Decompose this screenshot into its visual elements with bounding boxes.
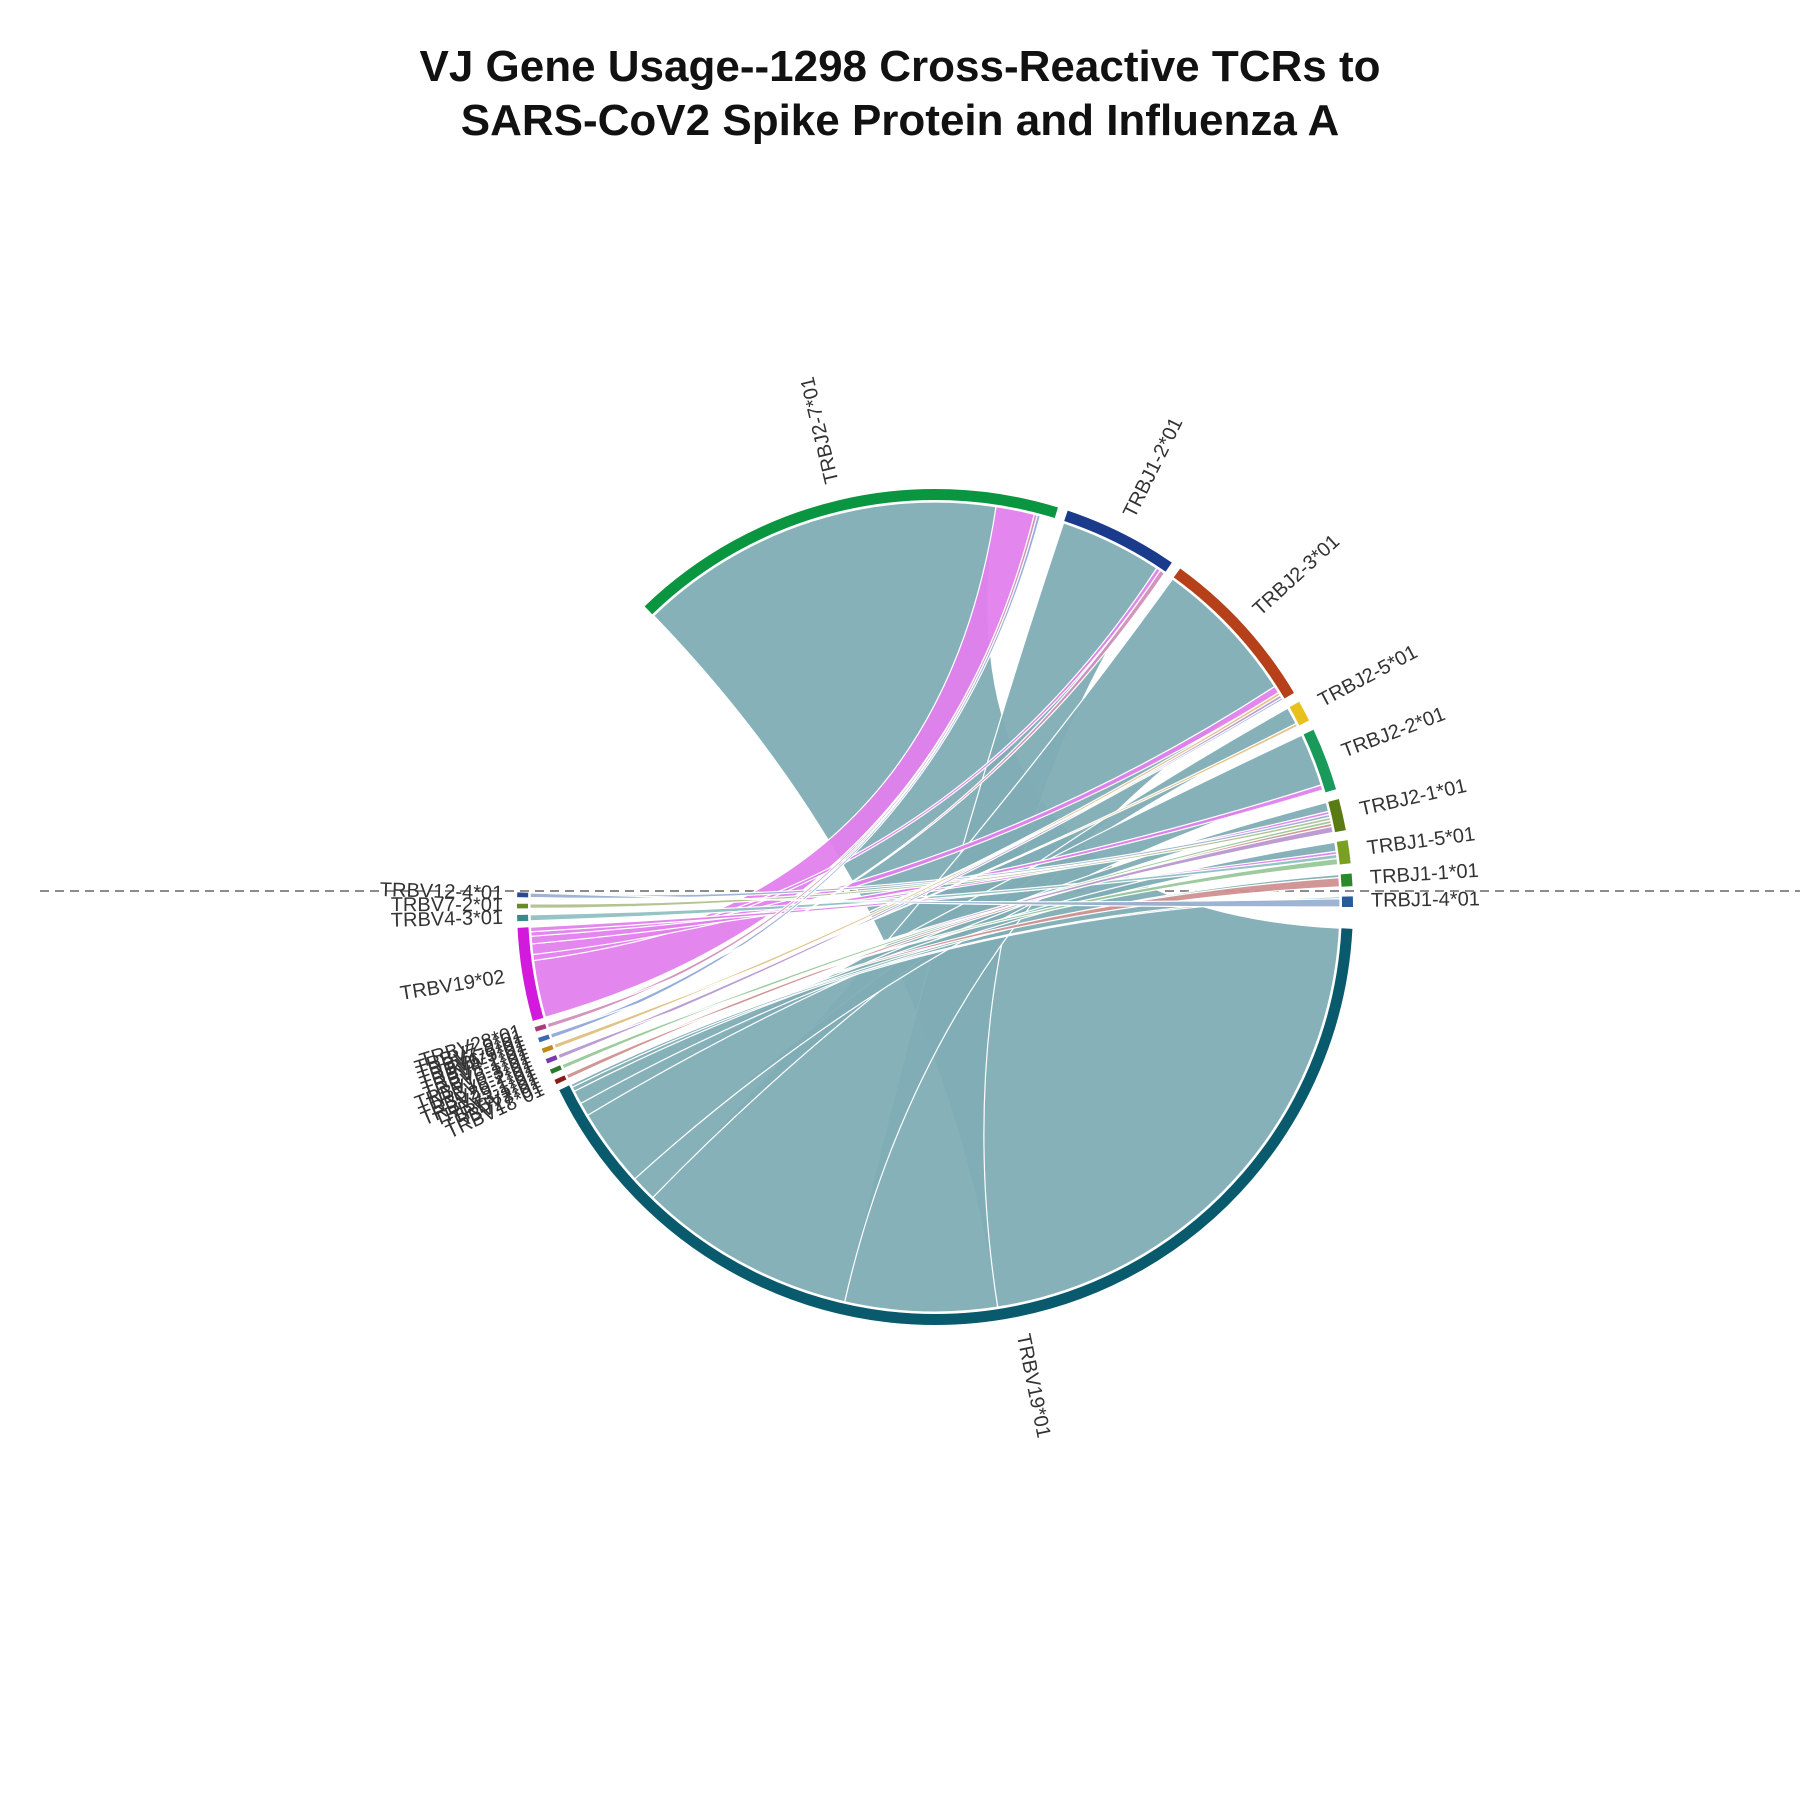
sector-arc-trbj2-7-01 — [644, 489, 1058, 615]
ribbons — [529, 501, 1341, 1313]
sector-arc-trbv28-01 — [534, 1023, 547, 1032]
sector-arc-trbv19-02 — [517, 927, 544, 1021]
sector-label-trbj2-3-01: TRBJ2-3*01 — [1249, 531, 1344, 621]
ribbon-trbv12-4-01-trbj2-1-01 — [529, 813, 1331, 899]
sector-arc-trbv9-01 — [538, 1034, 550, 1043]
ribbon-trbv19-01-trbj1-4-01 — [570, 896, 1341, 1088]
chart-title-line-1: VJ Gene Usage--1298 Cross-Reactive TCRs … — [419, 42, 1381, 91]
chart-title: VJ Gene Usage--1298 Cross-Reactive TCRs … — [0, 40, 1800, 148]
sector-arc-trbj1-2-01 — [1064, 510, 1172, 572]
ribbon-trbv5-1-01-trbj2-1-01 — [557, 825, 1334, 1055]
sector-label-trbj2-7-01: TRBJ2-7*01 — [797, 375, 844, 486]
sector-arc-trbj1-5-01 — [1336, 840, 1351, 865]
sector-arc-trbv5-1-01 — [545, 1055, 558, 1064]
sector-label-trbj1-4-01: TRBJ1-4*01 — [1371, 888, 1480, 911]
sector-arc-trbv20-1-01 — [541, 1044, 554, 1053]
sector-arc-trbj2-1-01 — [1328, 799, 1346, 833]
sector-label-trbv12-4-01: TRBV12-4*01 — [380, 879, 504, 905]
ribbon-trbv7-2-01-trbj2-1-01 — [529, 816, 1332, 909]
ribbon-trbv5-1-01-trbj2-3-01 — [556, 694, 1283, 1060]
sector-arcs — [516, 489, 1354, 1325]
sector-arc-trbj2-2-01 — [1303, 729, 1337, 793]
chart-title-line-2: SARS-CoV2 Spike Protein and Influenza A — [460, 96, 1340, 145]
sector-arc-trbj1-1-01 — [1340, 873, 1353, 887]
ribbon-trbv19-02-trbj1-5-01 — [529, 850, 1338, 933]
sector-label-trbj1-1-01: TRBJ1-1*01 — [1369, 860, 1479, 889]
sector-label-trbj1-2-01: TRBJ1-2*01 — [1119, 414, 1187, 521]
ribbon-trbv28-01-trbj1-2-01 — [546, 569, 1166, 1024]
ribbon-trbv27-01-trbj2-1-01 — [561, 819, 1332, 1070]
sector-label-trbv19-02: TRBV19*02 — [399, 966, 507, 1005]
sector-arc-trbv19-01 — [559, 928, 1353, 1325]
ribbon-trbv20-1-01-trbj2-3-01 — [553, 691, 1282, 1050]
sector-arc-trbv18-01 — [554, 1075, 567, 1085]
sector-label-trbv4-3-01: TRBV4-3*01 — [391, 907, 504, 932]
sector-arc-trbj2-3-01 — [1173, 568, 1295, 699]
sector-label-trbj2-2-01: TRBJ2-2*01 — [1339, 703, 1449, 762]
sector-label-trbv7-2-01: TRBV7-2*01 — [391, 894, 503, 916]
sector-arc-trbv27-01 — [549, 1065, 562, 1074]
ribbon-trbv4-3-01-trbj1-5-01 — [529, 853, 1338, 922]
ribbon-trbv20-1-01-trbj2-5-01 — [553, 722, 1299, 1045]
sector-label-trbv19-01: TRBV19*01 — [1012, 1332, 1055, 1440]
ribbon-trbv18-01-trbj1-1-01 — [566, 876, 1341, 1076]
ribbon-trbv9-01-trbj2-3-01 — [550, 696, 1284, 1035]
ribbon-trbv12-4-01-trbj1-4-01 — [530, 892, 1341, 908]
ribbon-trbv9-01-trbj2-7-01 — [549, 514, 1042, 1039]
sector-arc-trbj2-5-01 — [1289, 701, 1310, 726]
sector-label-trbj2-1-01: TRBJ2-1*01 — [1358, 775, 1469, 821]
sector-label-trbj2-5-01: TRBJ2-5*01 — [1315, 641, 1422, 711]
ribbon-trbv27-01-trbj1-5-01 — [561, 857, 1339, 1066]
sector-label-trbj1-5-01: TRBJ1-5*01 — [1366, 823, 1477, 859]
ribbon-trbv28-01-trbj2-7-01 — [546, 513, 1039, 1029]
